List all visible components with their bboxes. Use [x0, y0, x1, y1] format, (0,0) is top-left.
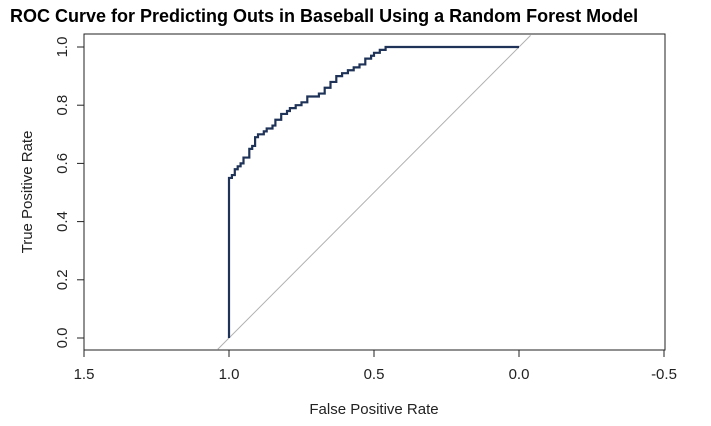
roc-curve-line: [227, 45, 519, 338]
y-tick-label: 0.8: [54, 95, 71, 116]
y-axis: 0.0 0.2 0.4 0.6 0.8 1.0: [54, 37, 85, 349]
x-tick-label: 0.5: [364, 366, 385, 383]
y-tick-label: 0.4: [54, 211, 71, 232]
y-tick-label: 0.2: [54, 269, 71, 290]
x-tick-label: 1.0: [219, 366, 240, 383]
x-axis: 1.5 1.0 0.5 0.0 -0.5: [74, 349, 677, 383]
y-axis-label: True Positive Rate: [19, 131, 36, 254]
chart-title: ROC Curve for Predicting Outs in Basebal…: [10, 6, 638, 26]
y-tick-label: 0.6: [54, 153, 71, 174]
x-axis-label: False Positive Rate: [309, 401, 438, 418]
reference-diagonal-line: [217, 35, 531, 350]
y-tick-label: 1.0: [54, 37, 71, 58]
x-tick-label: 0.0: [509, 366, 530, 383]
y-tick-label: 0.0: [54, 328, 71, 349]
x-tick-label: -0.5: [651, 366, 677, 383]
x-tick-label: 1.5: [74, 366, 95, 383]
